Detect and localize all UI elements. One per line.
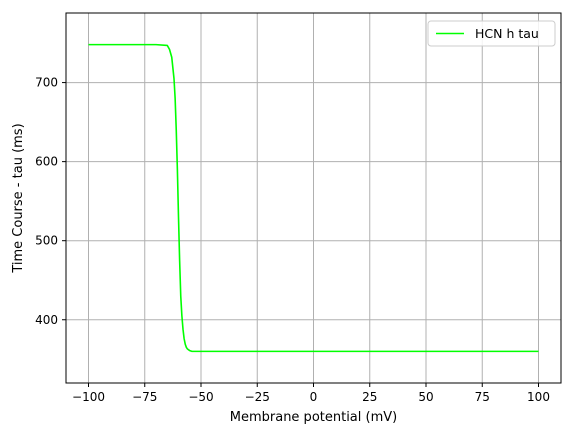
- y-tick-label: 500: [35, 234, 58, 248]
- x-axis-label: Membrane potential (mV): [230, 410, 397, 425]
- grid: [66, 13, 561, 383]
- x-tick-label: −75: [132, 390, 157, 404]
- x-tick-label: −100: [72, 390, 105, 404]
- series-lines: [88, 43, 539, 353]
- x-tick-label: 25: [362, 390, 377, 404]
- legend-box: [427, 20, 556, 47]
- x-tick-label: −50: [188, 390, 213, 404]
- series-line-0: [88, 43, 539, 353]
- x-tick-label: 100: [527, 390, 550, 404]
- x-tick-label: 50: [418, 390, 433, 404]
- legend: HCN h tau: [427, 20, 556, 47]
- y-tick-label: 400: [35, 313, 58, 327]
- x-tick-label: 0: [310, 390, 318, 404]
- y-axis-label: Time Course - tau (ms): [11, 123, 26, 273]
- x-tick-label: 75: [475, 390, 490, 404]
- axis-ticks: −100 −75 −50 −25 0 25 50 75 100 400 500 600 700: [35, 76, 550, 404]
- x-tick-label: −25: [245, 390, 270, 404]
- legend-label: HCN h tau: [475, 26, 539, 41]
- y-tick-label: 600: [35, 155, 58, 169]
- y-tick-label: 700: [35, 76, 58, 90]
